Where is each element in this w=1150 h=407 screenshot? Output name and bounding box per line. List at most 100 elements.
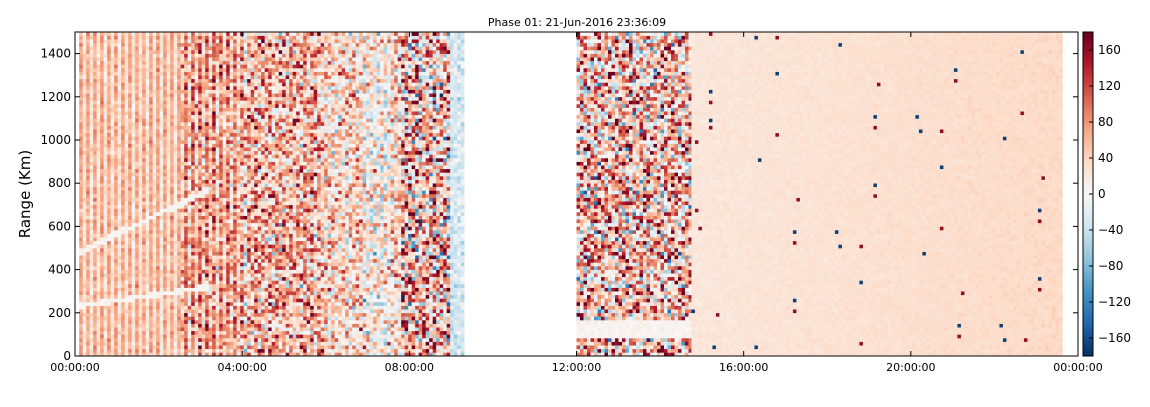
heat-cell bbox=[226, 262, 230, 267]
heat-cell bbox=[170, 78, 174, 83]
heat-cell bbox=[264, 237, 269, 242]
heat-cell bbox=[166, 233, 171, 238]
heat-cell bbox=[138, 114, 143, 119]
heat-cell bbox=[103, 118, 108, 123]
heat-cell bbox=[114, 82, 118, 87]
heat-cell bbox=[250, 179, 255, 184]
heat-cell bbox=[177, 212, 181, 216]
heat-cell bbox=[191, 53, 195, 58]
heat-cell bbox=[100, 348, 104, 353]
heat-cell bbox=[184, 118, 188, 123]
heat-cell bbox=[201, 179, 206, 184]
heat-cell bbox=[82, 255, 87, 260]
heat-cell bbox=[152, 104, 157, 108]
heat-cell bbox=[201, 280, 206, 285]
heat-cell bbox=[121, 323, 125, 328]
heat-cell bbox=[177, 190, 181, 195]
heat-cell bbox=[229, 258, 234, 263]
heat-cell bbox=[156, 222, 160, 227]
heat-cell bbox=[257, 46, 262, 51]
heat-cell bbox=[222, 50, 227, 54]
heat-cell bbox=[201, 176, 206, 180]
heat-cell bbox=[240, 320, 244, 324]
heat-cell bbox=[261, 60, 265, 65]
heat-cell bbox=[236, 129, 241, 134]
heat-cell bbox=[187, 312, 192, 317]
heat-cell bbox=[114, 122, 118, 126]
heat-cell bbox=[128, 183, 132, 188]
heat-cell bbox=[208, 190, 213, 195]
heat-cell bbox=[240, 276, 244, 281]
heat-cell bbox=[163, 35, 167, 40]
heat-cell bbox=[222, 208, 227, 213]
heat-cell bbox=[177, 208, 181, 213]
heat-cell bbox=[114, 248, 118, 252]
heat-cell bbox=[149, 183, 153, 188]
heat-cell bbox=[166, 334, 171, 339]
heat-cell bbox=[114, 143, 118, 148]
heat-cell bbox=[222, 276, 227, 281]
heat-cell bbox=[215, 276, 220, 281]
heat-cell bbox=[159, 168, 164, 173]
heat-cell bbox=[117, 183, 122, 188]
heat-cell bbox=[201, 251, 206, 256]
heat-cell bbox=[89, 294, 94, 299]
heat-cell bbox=[198, 86, 202, 90]
heat-cell bbox=[173, 42, 178, 47]
heat-cell bbox=[114, 309, 118, 314]
heat-cell bbox=[149, 186, 153, 191]
heat-cell bbox=[254, 111, 258, 116]
heat-cell bbox=[219, 161, 223, 166]
heat-cell bbox=[100, 82, 104, 87]
heat-cell bbox=[117, 226, 122, 231]
heat-cell bbox=[247, 158, 251, 162]
heat-cell bbox=[124, 186, 129, 191]
heat-cell bbox=[149, 161, 153, 166]
heat-cell bbox=[222, 179, 227, 184]
heat-cell bbox=[261, 172, 265, 177]
heat-cell bbox=[212, 204, 216, 209]
heat-cell bbox=[240, 129, 244, 134]
heat-cell bbox=[243, 140, 248, 144]
heat-cell bbox=[198, 147, 202, 152]
heat-cell bbox=[177, 154, 181, 159]
heat-cell bbox=[236, 186, 241, 191]
heat-cell bbox=[219, 222, 223, 227]
heat-cell bbox=[205, 294, 209, 299]
heat-cell bbox=[142, 129, 146, 134]
heat-cell bbox=[226, 208, 230, 213]
heat-cell bbox=[163, 273, 167, 278]
heat-cell bbox=[163, 60, 167, 65]
heat-cell bbox=[226, 284, 230, 288]
heat-cell bbox=[212, 172, 216, 177]
heat-cell bbox=[124, 204, 129, 209]
heat-cell bbox=[103, 35, 108, 40]
heat-cell bbox=[138, 53, 143, 58]
heat-cell bbox=[261, 86, 265, 90]
heat-cell bbox=[152, 129, 157, 134]
heat-cell bbox=[215, 320, 220, 324]
heat-cell bbox=[89, 183, 94, 188]
heat-cell bbox=[191, 294, 195, 299]
heat-cell bbox=[82, 150, 87, 155]
heat-cell bbox=[89, 93, 94, 98]
heat-cell bbox=[131, 165, 136, 170]
heat-cell bbox=[205, 100, 209, 105]
heat-cell bbox=[243, 291, 248, 296]
heat-cell bbox=[107, 305, 111, 310]
heat-cell bbox=[194, 276, 199, 281]
heat-cell bbox=[170, 161, 174, 166]
heat-cell bbox=[142, 86, 146, 90]
heat-cell bbox=[163, 323, 167, 328]
heat-cell bbox=[100, 165, 104, 170]
heat-cell bbox=[180, 143, 185, 148]
heat-cell bbox=[110, 93, 115, 98]
heat-cell bbox=[170, 114, 174, 119]
heat-cell bbox=[124, 172, 129, 177]
heat-cell bbox=[152, 240, 157, 245]
heat-cell bbox=[79, 136, 83, 141]
heat-cell bbox=[93, 46, 97, 51]
heat-cell bbox=[201, 71, 206, 76]
heat-cell bbox=[89, 147, 94, 152]
heat-cell bbox=[145, 330, 150, 335]
